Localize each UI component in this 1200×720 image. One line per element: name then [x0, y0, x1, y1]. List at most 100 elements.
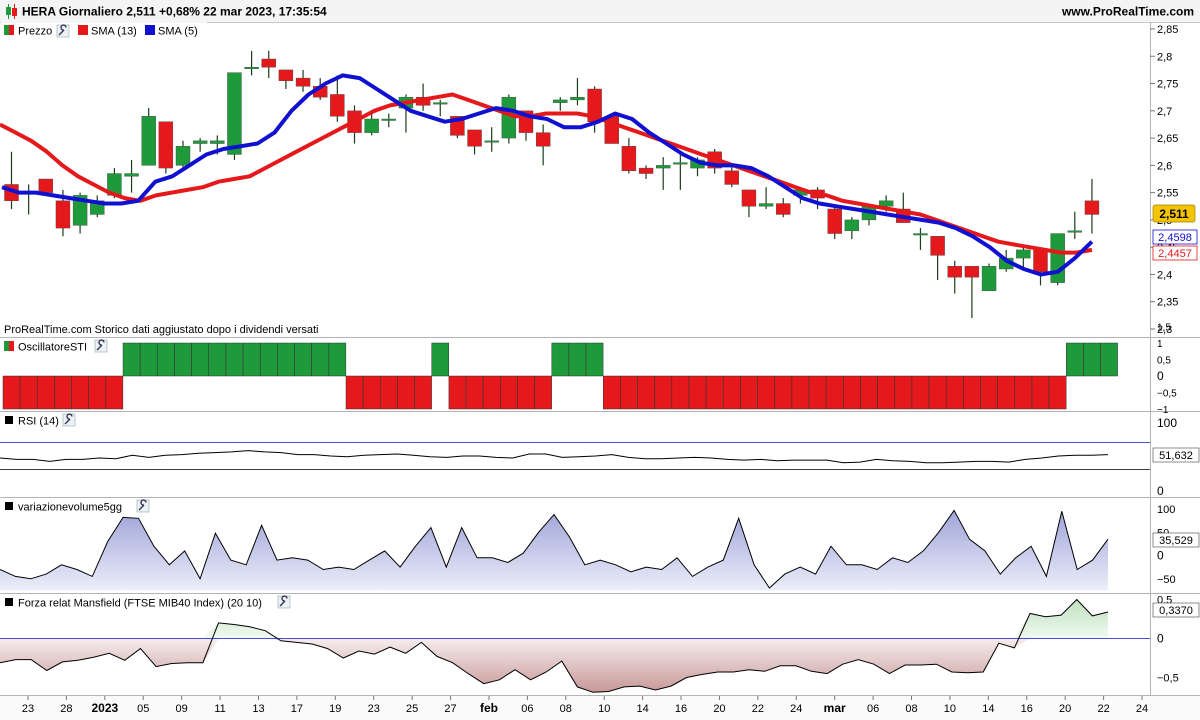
- price-tick-label: 2,7: [1157, 106, 1172, 118]
- oscillatore-panel: 1,5 1 0,5 0 −0,5 −1 OscillatoreSTI: [1, 323, 1177, 416]
- candle: [124, 159, 139, 193]
- volume-title: variazionevolume5gg: [18, 502, 122, 514]
- rsi-last-tag: 51,632: [1152, 447, 1200, 463]
- mansfield-last-tag: 0,3370: [1152, 602, 1200, 618]
- oscillatore-bar: [380, 375, 398, 410]
- candle: [570, 78, 585, 106]
- oscillatore-bar: [534, 375, 552, 410]
- oscillatore-bar: [568, 342, 587, 377]
- oscillatore-bar: [997, 375, 1015, 410]
- candle: [981, 263, 997, 292]
- oscillatore-bar: [242, 342, 261, 377]
- header-site-link[interactable]: www.ProRealTime.com: [1061, 5, 1194, 19]
- oscillatore-bar: [1031, 375, 1050, 410]
- oscillatore-bar: [397, 375, 415, 410]
- oscillatore-bar: [328, 342, 347, 377]
- rsi-panel: 100 0 RSI (14) 51,632: [0, 413, 1200, 498]
- oscillatore-bars: [2, 342, 1118, 410]
- rsi-tick-label: 0: [1157, 484, 1164, 498]
- candle: [656, 157, 671, 190]
- date-tick-label: 14: [982, 703, 994, 715]
- sma13-price-label: 2,4457: [1158, 248, 1192, 260]
- price-tick-label: 2,3: [1157, 324, 1172, 336]
- date-tick-label: 10: [598, 703, 610, 715]
- oscillatore-bar: [1014, 375, 1033, 410]
- candle: [141, 108, 156, 166]
- oscillatore-bar: [294, 342, 312, 377]
- candle: [330, 75, 345, 122]
- oscillatore-bar: [551, 342, 570, 377]
- oscillatore-bar: [688, 375, 707, 410]
- oscillatore-bar: [54, 375, 72, 410]
- oscillatore-bar: [311, 342, 329, 377]
- mansfield-negative-area: [0, 638, 1108, 693]
- wrench-icon[interactable]: [62, 413, 76, 427]
- candle: [827, 206, 842, 239]
- oscillatore-tick-label: 1: [1157, 339, 1163, 350]
- legend-prezzo[interactable]: Prezzo: [4, 24, 70, 38]
- legend: Prezzo SMA (13) SMA (5): [1, 22, 207, 38]
- mansfield-title: Forza relat Mansfield (FTSE MIB40 Index)…: [18, 598, 262, 610]
- candle: [364, 113, 379, 136]
- price-tick-label: 2,85: [1157, 24, 1178, 36]
- oscillatore-bar: [791, 375, 810, 410]
- oscillatore-bar: [71, 375, 89, 410]
- oscillatore-bar: [157, 342, 175, 377]
- date-tick-label: 20: [1059, 703, 1071, 715]
- date-tick-label: 10: [944, 703, 956, 715]
- date-axis: 23 28 2023 05 09 11 13 17 19 23 25 27 feb 06 08 10 14 16 2…: [0, 696, 1200, 720]
- legend-prezzo-label: Prezzo: [18, 26, 52, 38]
- oscillatore-bar: [431, 342, 449, 377]
- candle: [724, 165, 739, 188]
- date-tick-label: 20: [713, 703, 725, 715]
- oscillatore-bar: [585, 342, 604, 377]
- oscillatore-bar: [843, 375, 861, 410]
- date-tick-label: 06: [867, 703, 879, 715]
- oscillatore-bar: [122, 342, 141, 377]
- sma5-price-label: 2,4598: [1158, 232, 1192, 244]
- date-tick-label: 22: [752, 703, 764, 715]
- wrench-icon[interactable]: [56, 24, 70, 38]
- oscillatore-bar: [980, 375, 998, 410]
- date-tick-label: 16: [675, 703, 687, 715]
- header-title: HERA Giornaliero 2,511 +0,68% 22 mar 202…: [22, 5, 327, 19]
- candle: [278, 69, 294, 89]
- oscillatore-bar: [414, 375, 432, 410]
- last-price-tag: 2,511: [1152, 204, 1196, 223]
- last-price-label: 2,511: [1159, 207, 1189, 221]
- date-tick-label: 24: [1136, 703, 1148, 715]
- sma5-line: [1, 73, 1094, 277]
- mansfield-tick-label: −0,5: [1157, 673, 1179, 685]
- candle: [913, 228, 928, 250]
- legend-sma5-label: SMA (5): [158, 26, 198, 38]
- wrench-icon[interactable]: [136, 499, 150, 513]
- candle: [433, 99, 448, 117]
- mansfield-legend[interactable]: Forza relat Mansfield (FTSE MIB40 Index)…: [5, 595, 291, 610]
- volume-legend[interactable]: variazionevolume5gg: [5, 499, 150, 514]
- date-tick-label: 13: [252, 703, 264, 715]
- oscillatore-bar: [191, 342, 209, 377]
- candle: [244, 50, 259, 76]
- date-tick-label: 17: [291, 703, 303, 715]
- oscillatore-bar: [654, 375, 672, 410]
- candle: [501, 94, 517, 144]
- candle: [621, 138, 637, 174]
- candle: [158, 121, 174, 174]
- date-tick-label: feb: [480, 701, 498, 715]
- date-tick-label: 06: [521, 703, 533, 715]
- legend-sma5[interactable]: SMA (5): [145, 25, 198, 38]
- candle: [758, 187, 774, 209]
- oscillatore-bar: [362, 375, 381, 410]
- legend-sma13[interactable]: SMA (13): [78, 25, 137, 38]
- oscillatore-legend[interactable]: OscillatoreSTI: [1, 339, 109, 354]
- rsi-legend[interactable]: RSI (14): [5, 413, 76, 428]
- date-tick-label: mar: [824, 701, 846, 715]
- candle: [192, 138, 208, 152]
- oscillatore-title: OscillatoreSTI: [18, 342, 87, 354]
- wrench-icon[interactable]: [94, 339, 108, 353]
- oscillatore-tick-label: 1,5: [1157, 323, 1171, 334]
- wrench-icon[interactable]: [277, 595, 291, 609]
- candle: [1050, 233, 1065, 286]
- oscillatore-bar: [517, 375, 535, 410]
- dividend-note: ProRealTime.com Storico dati aggiustato …: [4, 324, 318, 336]
